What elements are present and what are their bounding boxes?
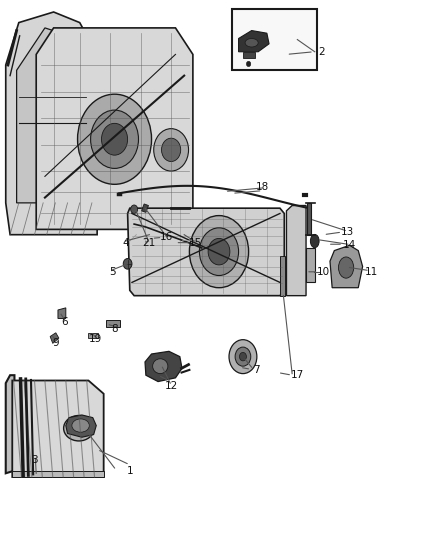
Circle shape (123, 259, 132, 269)
Text: 8: 8 (111, 324, 118, 334)
Ellipse shape (245, 38, 258, 47)
Polygon shape (145, 351, 182, 382)
Text: 18: 18 (256, 182, 269, 192)
Circle shape (131, 205, 138, 214)
Text: 11: 11 (365, 267, 378, 277)
Polygon shape (50, 333, 59, 343)
Bar (307, 203, 311, 235)
Bar (306, 248, 315, 282)
Circle shape (91, 110, 138, 168)
Polygon shape (239, 30, 269, 52)
Text: 10: 10 (317, 267, 330, 277)
Text: 4: 4 (122, 238, 129, 248)
Polygon shape (286, 206, 306, 296)
Polygon shape (17, 28, 86, 203)
Circle shape (229, 340, 257, 374)
Polygon shape (58, 308, 66, 318)
Text: 7: 7 (253, 365, 259, 375)
Ellipse shape (64, 416, 94, 441)
Polygon shape (6, 12, 97, 235)
Circle shape (78, 94, 152, 184)
Circle shape (240, 352, 247, 361)
Bar (232, 10, 317, 70)
Circle shape (154, 128, 188, 171)
Circle shape (235, 347, 251, 366)
Polygon shape (127, 208, 284, 296)
Bar (106, 320, 120, 327)
Text: 16: 16 (160, 232, 173, 243)
Polygon shape (6, 375, 14, 473)
Text: 9: 9 (53, 338, 59, 349)
Circle shape (189, 216, 249, 288)
Circle shape (208, 238, 230, 265)
Text: 21: 21 (143, 238, 156, 248)
Text: 1: 1 (127, 466, 133, 475)
Circle shape (199, 228, 239, 276)
Text: 2: 2 (318, 47, 325, 56)
Ellipse shape (339, 257, 354, 278)
Text: 14: 14 (343, 240, 356, 251)
Bar (280, 256, 285, 296)
Circle shape (247, 61, 251, 67)
Polygon shape (141, 204, 148, 213)
Bar (88, 333, 98, 338)
Circle shape (162, 138, 181, 161)
Text: 12: 12 (165, 381, 178, 391)
Text: 3: 3 (31, 455, 37, 465)
Text: 13: 13 (341, 227, 354, 237)
Ellipse shape (72, 419, 89, 432)
Polygon shape (12, 471, 104, 477)
Circle shape (102, 123, 127, 155)
Polygon shape (36, 28, 193, 229)
Ellipse shape (152, 359, 168, 374)
Text: 6: 6 (61, 317, 68, 327)
Text: 19: 19 (88, 334, 102, 344)
Text: 15: 15 (188, 238, 201, 248)
Ellipse shape (311, 235, 319, 248)
Text: 17: 17 (291, 370, 304, 380)
Text: 5: 5 (109, 267, 116, 277)
Bar (243, 52, 255, 58)
Polygon shape (12, 381, 104, 477)
Polygon shape (330, 245, 363, 288)
Polygon shape (66, 415, 96, 437)
